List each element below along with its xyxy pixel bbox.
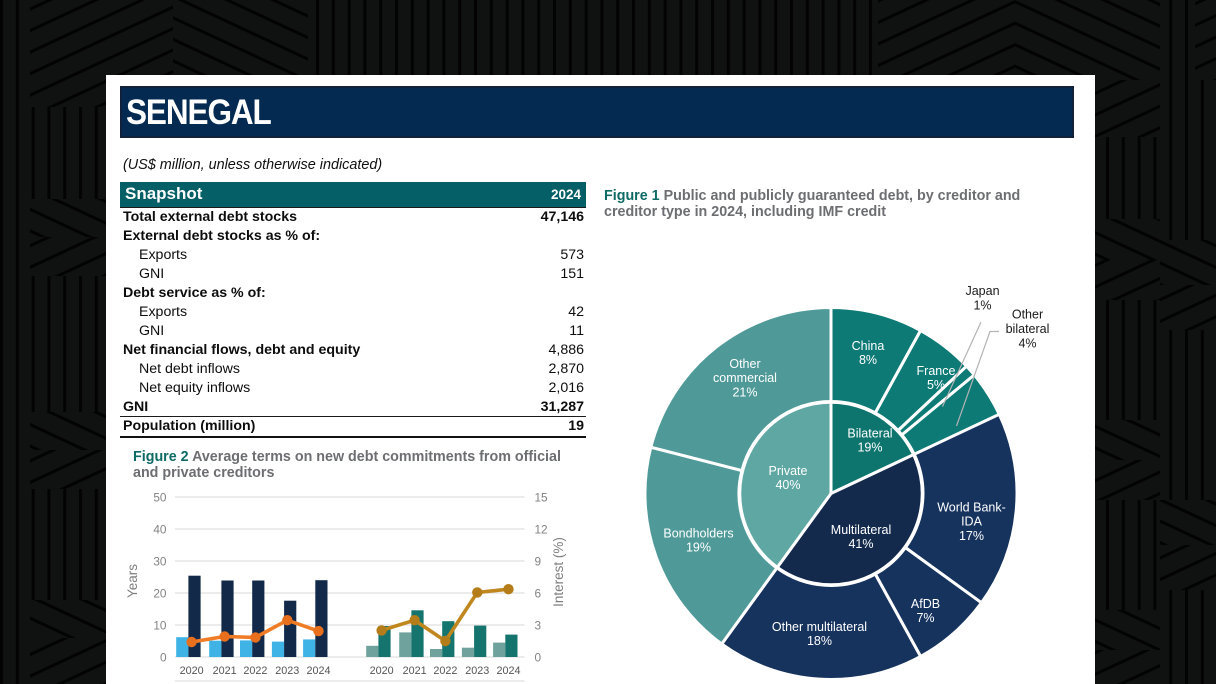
svg-text:2022: 2022	[433, 665, 457, 677]
svg-text:2023: 2023	[465, 665, 489, 677]
svg-text:2024: 2024	[496, 665, 520, 677]
svg-text:40: 40	[153, 523, 167, 537]
svg-text:2023: 2023	[275, 665, 299, 677]
svg-text:2022: 2022	[243, 665, 267, 677]
svg-text:Years: Years	[126, 564, 140, 598]
svg-text:2020: 2020	[180, 665, 204, 677]
svg-text:2021: 2021	[213, 665, 237, 677]
svg-text:Interest (%): Interest (%)	[551, 537, 566, 607]
svg-text:12: 12	[535, 523, 548, 537]
svg-text:20: 20	[153, 587, 167, 601]
svg-text:0: 0	[535, 651, 542, 665]
svg-text:2020: 2020	[370, 665, 394, 677]
svg-text:9: 9	[535, 555, 542, 569]
svg-text:0: 0	[160, 651, 167, 665]
svg-text:30: 30	[153, 555, 167, 569]
svg-text:6: 6	[535, 587, 542, 601]
svg-text:50: 50	[153, 491, 167, 505]
svg-text:2021: 2021	[403, 665, 427, 677]
svg-text:15: 15	[535, 491, 549, 505]
svg-text:2024: 2024	[306, 665, 330, 677]
svg-text:10: 10	[153, 619, 167, 633]
svg-text:3: 3	[535, 619, 542, 633]
